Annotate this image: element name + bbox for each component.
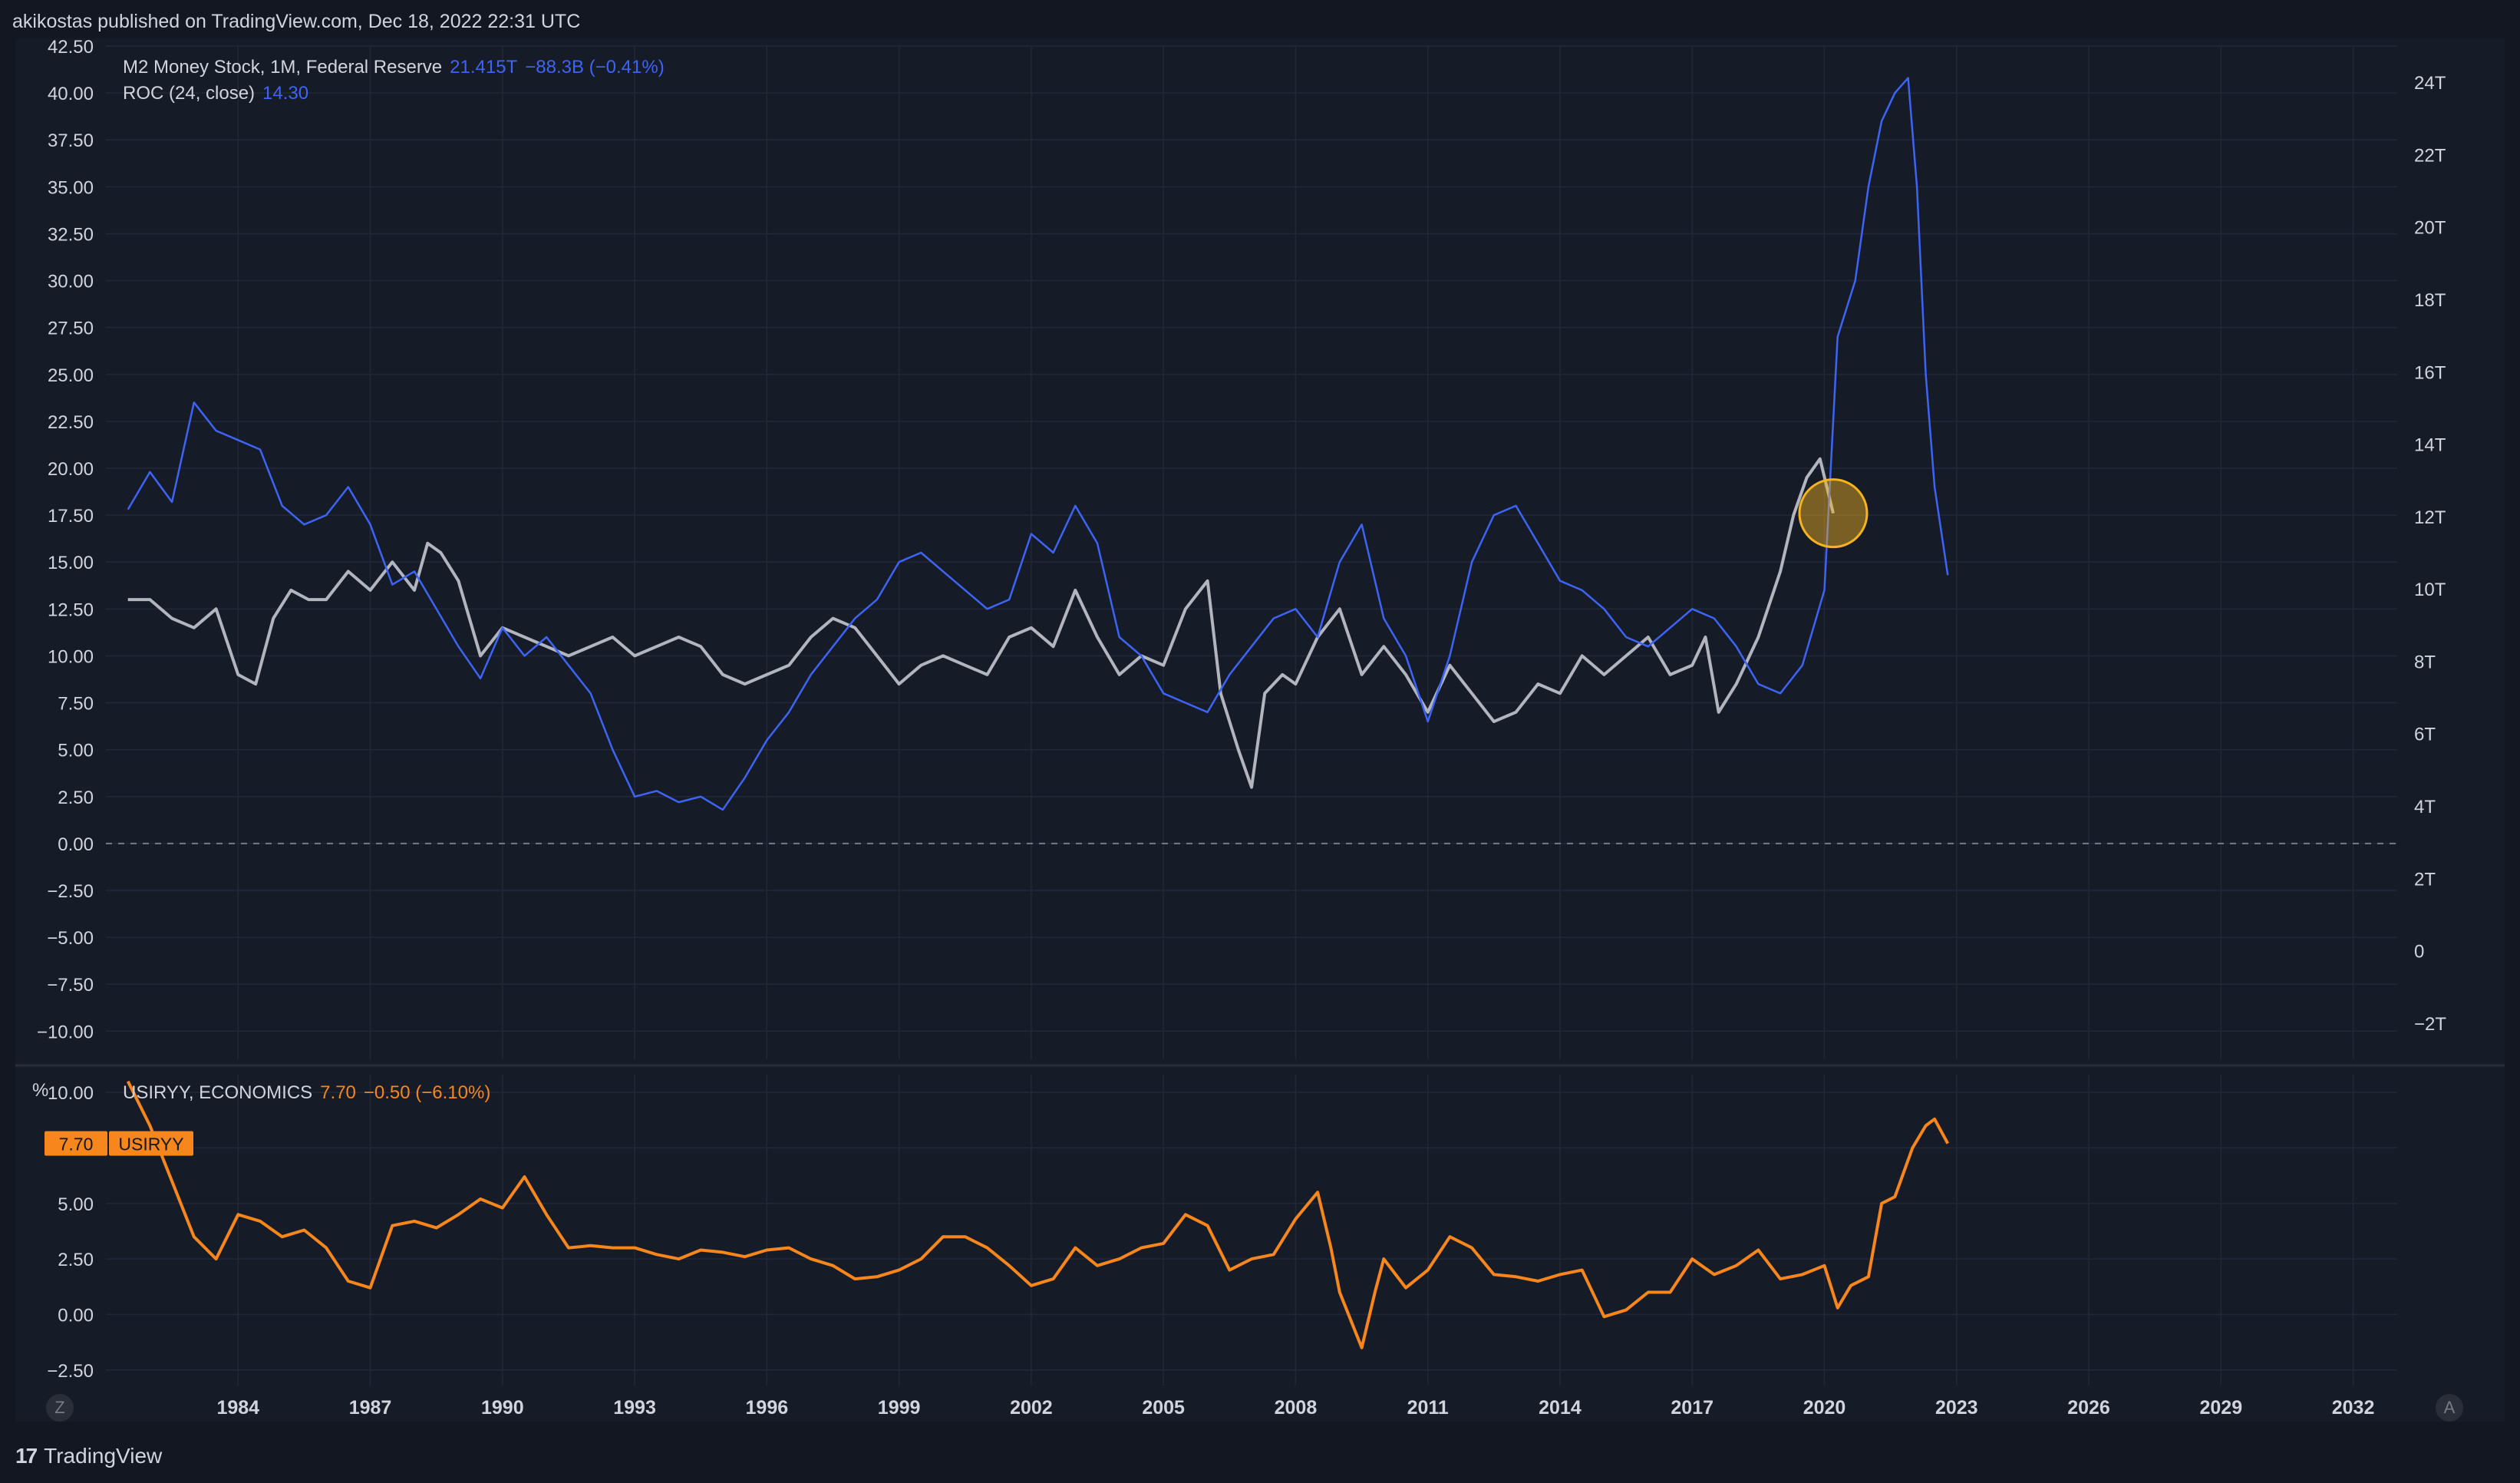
sub-axis-label: % <box>32 1080 48 1101</box>
right-axis-tick-label: 20T <box>2414 218 2446 239</box>
m2-legend[interactable]: M2 Money Stock, 1M, Federal Reserve 21.41… <box>123 57 672 78</box>
left-axis-tick-label: −2.50 <box>47 881 94 902</box>
cpi-price-badge <box>45 1131 107 1156</box>
left-axis-tick-label: 42.50 <box>48 38 94 58</box>
x-tick-label: 2020 <box>1803 1397 1846 1419</box>
chart-canvas[interactable]: 1984 1987 1990 1993 1996 1999 2002 2005 2008 2011… <box>15 38 2505 1422</box>
x-tick-label: 2026 <box>2067 1397 2110 1419</box>
cpi-legend-change: −0.50 (−6.10%) <box>363 1082 491 1103</box>
zoom-z-button[interactable]: Z <box>46 1394 74 1422</box>
roc-legend[interactable]: ROC (24, close) 14.30 <box>123 83 316 104</box>
roc-legend-name: ROC (24, close) <box>123 83 256 104</box>
cpi-series-line <box>126 1080 1950 1349</box>
x-tick-label: 1984 <box>216 1397 259 1419</box>
left-axis-tick-label: 32.50 <box>48 224 94 245</box>
roc-legend-value: 14.30 <box>262 83 309 104</box>
left-axis-tick-label: 35.00 <box>48 177 94 198</box>
right-axis-tick-label: 24T <box>2414 73 2446 94</box>
m2-series-line <box>127 77 1949 811</box>
tradingview-logo-icon: 17 <box>15 1444 38 1468</box>
cpi-price-badge-value: 7.70 <box>59 1135 94 1154</box>
right-axis-tick-label: 0 <box>2414 942 2424 963</box>
left-axis-tick-label: 20.00 <box>48 459 94 480</box>
cpi-name-badge-label: USIRYY <box>118 1135 183 1154</box>
left-axis-tick-label: 10.00 <box>48 646 94 667</box>
left-axis-tick-label: 5.00 <box>58 741 94 761</box>
left-axis-tick-label: 22.50 <box>48 412 94 433</box>
left-axis-tick-label: 27.50 <box>48 319 94 339</box>
m2-legend-change: −88.3B (−0.41%) <box>525 57 665 78</box>
m2-legend-name: M2 Money Stock, 1M, Federal Reserve <box>123 57 443 78</box>
x-tick-label: 2002 <box>1010 1397 1053 1419</box>
chart-panel[interactable]: 1984 1987 1990 1993 1996 1999 2002 2005 2008 2011… <box>15 38 2505 1422</box>
x-tick-label: 2014 <box>1539 1397 1582 1419</box>
right-axis-tick-label: 10T <box>2414 580 2446 600</box>
sub-axis-tick-label: −2.50 <box>47 1361 94 1382</box>
left-axis-tick-label: 7.50 <box>58 694 94 715</box>
axes-labels: 1984 1987 1990 1993 1996 1999 2002 2005 2008 2011… <box>15 38 2505 1419</box>
x-tick-label: 1996 <box>746 1397 789 1419</box>
x-tick-label: 1987 <box>349 1397 392 1419</box>
sub-axis-tick-label: 10.00 <box>48 1083 94 1104</box>
right-axis-tick-label: 2T <box>2414 869 2436 890</box>
left-axis-tick-label: 15.00 <box>48 553 94 573</box>
right-axis-tick-label: 6T <box>2414 725 2436 745</box>
right-axis-tick-label: 8T <box>2414 652 2436 672</box>
right-axis-tick-label: 12T <box>2414 507 2446 528</box>
x-tick-label: 2011 <box>1407 1397 1449 1419</box>
sub-axis-tick-label: 2.50 <box>58 1250 94 1270</box>
x-tick-label: 2029 <box>2199 1397 2242 1419</box>
cpi-legend-value: 7.70 <box>320 1082 356 1103</box>
main-gridlines <box>106 45 2397 1059</box>
x-tick-label: 2023 <box>1935 1397 1978 1419</box>
right-axis-tick-label: 14T <box>2414 435 2446 456</box>
auto-scale-a-button[interactable]: A <box>2436 1394 2463 1422</box>
cpi-legend[interactable]: USIRYY, ECONOMICS 7.70 −0.50 (−6.10%) <box>123 1082 498 1104</box>
x-tick-label: 1999 <box>878 1397 921 1419</box>
x-tick-label: 2017 <box>1671 1397 1714 1419</box>
highlight-circle <box>1798 478 1869 549</box>
x-tick-label: 2008 <box>1275 1397 1318 1419</box>
left-axis-tick-label: 37.50 <box>48 130 94 151</box>
left-axis-tick-label: −5.00 <box>47 928 94 949</box>
left-axis-tick-label: 0.00 <box>58 834 94 855</box>
x-tick-label: 1990 <box>481 1397 524 1419</box>
main-plot-area <box>127 77 1949 811</box>
sub-gridlines <box>106 1075 2397 1386</box>
left-axis-tick-label: 25.00 <box>48 365 94 386</box>
right-axis-tick-label: 18T <box>2414 290 2446 311</box>
x-tick-label: 2005 <box>1142 1397 1185 1419</box>
left-axis-tick-label: 30.00 <box>48 272 94 292</box>
cpi-legend-name: USIRYY, ECONOMICS <box>123 1082 313 1103</box>
left-axis-tick-label: −7.50 <box>47 975 94 996</box>
publisher-caption: akikostas published on TradingView.com, … <box>12 11 581 32</box>
left-axis-tick-label: 12.50 <box>48 599 94 620</box>
sub-axis-tick-label: 5.00 <box>58 1194 94 1215</box>
cpi-name-badge <box>109 1131 193 1156</box>
left-axis-tick-label: 40.00 <box>48 84 94 104</box>
right-axis-tick-label: 22T <box>2414 145 2446 166</box>
footer-brand-name: TradingView <box>44 1444 163 1468</box>
right-axis-tick-label: 16T <box>2414 362 2446 383</box>
right-axis-tick-label: 4T <box>2414 797 2436 817</box>
left-axis-tick-label: −10.00 <box>37 1022 94 1042</box>
right-axis-tick-label: −2T <box>2414 1014 2446 1035</box>
roc-series-line <box>127 457 1835 789</box>
x-tick-label: 2032 <box>2332 1397 2375 1419</box>
x-tick-label: 1993 <box>613 1397 656 1419</box>
footer-brand[interactable]: 17 TradingView <box>15 1437 162 1475</box>
sub-plot-area <box>126 1080 1950 1349</box>
m2-legend-value: 21.415T <box>450 57 518 78</box>
sub-axis-tick-label: 0.00 <box>58 1305 94 1326</box>
left-axis-tick-label: 17.50 <box>48 506 94 527</box>
left-axis-tick-label: 2.50 <box>58 788 94 808</box>
